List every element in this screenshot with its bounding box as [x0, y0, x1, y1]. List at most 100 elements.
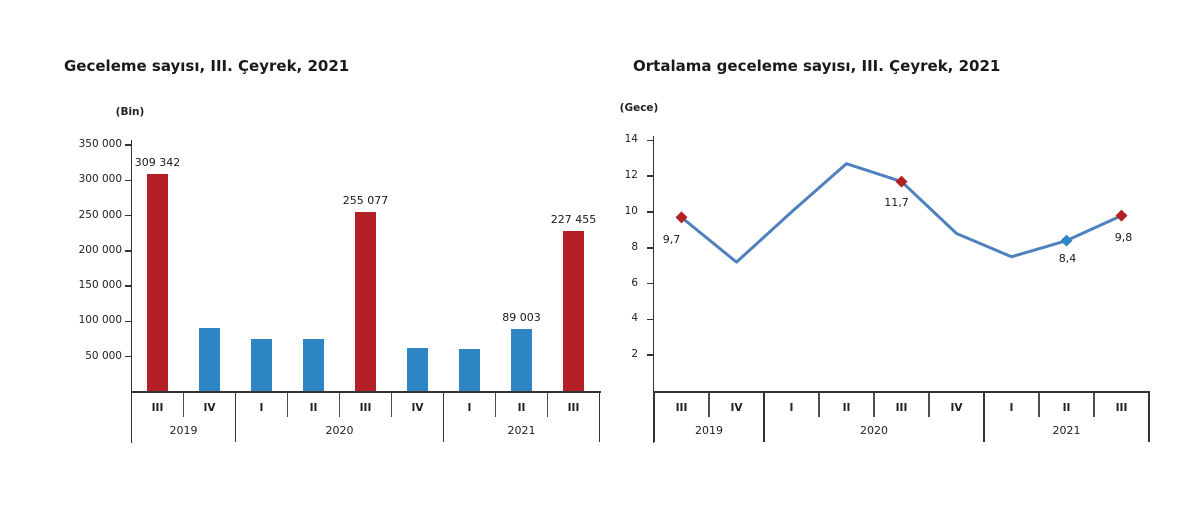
x-label-year: 2020	[860, 424, 888, 437]
bar	[251, 339, 272, 392]
bar	[355, 211, 376, 392]
bar-value-label: 227 455	[550, 213, 597, 227]
y-tick-mark	[125, 144, 131, 146]
x-label-quarter: I	[467, 402, 472, 414]
y-tick-mark	[647, 354, 653, 356]
average-nights-line	[680, 162, 1123, 264]
y-tick-mark	[647, 175, 653, 177]
y-tick-mark	[125, 179, 131, 182]
y-tick-label: 250 000	[78, 208, 122, 221]
y-tick-mark	[125, 214, 131, 217]
y-tick-mark	[125, 355, 131, 358]
quarter-divider	[1093, 393, 1095, 417]
data-point-marker	[1115, 209, 1128, 222]
x-axis-line	[653, 391, 1150, 393]
point-value-label: 9,8	[1114, 230, 1133, 244]
quarter-divider	[286, 393, 289, 417]
quarter-divider	[708, 393, 710, 417]
y-tick-label: 200 000	[78, 243, 122, 256]
point-value-label: 9,7	[662, 233, 681, 247]
year-divider	[653, 393, 655, 442]
quarter-divider	[338, 393, 341, 417]
x-label-quarter: III	[1115, 402, 1128, 414]
bar	[147, 173, 168, 392]
bar-chart-title: Geceleme sayısı, III. Çeyrek, 2021	[64, 57, 350, 76]
year-divider	[598, 393, 601, 442]
x-label-quarter: II	[309, 402, 318, 414]
x-label-quarter: I	[1009, 402, 1014, 414]
year-divider	[983, 393, 985, 442]
y-tick-label: 12	[624, 169, 638, 182]
x-label-year: 2019	[169, 424, 198, 437]
x-label-quarter: II	[842, 402, 851, 414]
y-tick-label: 150 000	[78, 279, 122, 292]
year-divider	[1148, 393, 1150, 442]
y-tick-mark	[125, 250, 131, 252]
y-tick-label: 4	[631, 312, 638, 325]
y-tick-mark	[647, 282, 653, 285]
y-tick-label: 300 000	[78, 173, 122, 186]
x-label-quarter: I	[789, 402, 794, 414]
point-value-label: 8,4	[1058, 251, 1077, 265]
y-tick-label: 2	[631, 348, 638, 361]
line-chart-unit-label: (Gece)	[619, 102, 659, 114]
y-axis-line	[130, 140, 132, 443]
y-tick-label: 100 000	[78, 314, 122, 327]
y-tick-mark	[647, 247, 653, 249]
x-label-year: 2021	[507, 424, 536, 437]
x-label-year: 2020	[325, 424, 354, 437]
y-tick-label: 50 000	[85, 349, 122, 362]
year-divider	[234, 393, 237, 442]
y-tick-label: 8	[631, 240, 638, 253]
y-tick-mark	[647, 318, 653, 321]
quarter-divider	[182, 393, 185, 417]
x-label-quarter: III	[675, 402, 688, 414]
quarter-divider	[546, 393, 549, 417]
x-label-quarter: III	[895, 402, 908, 414]
y-tick-label: 14	[624, 133, 638, 146]
year-divider	[763, 393, 765, 442]
year-divider	[442, 393, 445, 442]
quarter-divider	[818, 393, 820, 417]
quarter-divider	[1038, 393, 1040, 417]
bar-value-label: 255 077	[342, 193, 389, 207]
bar	[407, 347, 428, 392]
y-tick-label: 350 000	[78, 138, 122, 150]
y-tick-mark	[125, 320, 131, 323]
quarter-divider	[873, 393, 875, 417]
data-point-marker	[895, 175, 908, 188]
x-label-quarter: II	[1062, 402, 1071, 414]
x-axis-line	[130, 391, 601, 393]
x-label-quarter: IV	[950, 402, 963, 414]
bar	[199, 328, 220, 392]
quarter-divider	[494, 393, 497, 417]
x-label-quarter: I	[259, 402, 264, 414]
bar-chart-unit-label: (Bin)	[115, 106, 145, 118]
x-label-quarter: IV	[730, 402, 743, 414]
bar	[459, 348, 480, 392]
x-label-quarter: IV	[411, 402, 424, 414]
x-label-quarter: III	[567, 402, 580, 414]
x-label-year: 2019	[695, 424, 723, 437]
y-axis-line	[652, 136, 654, 443]
x-label-quarter: II	[517, 402, 526, 414]
quarter-divider	[928, 393, 930, 417]
line-chart-title: Ortalama geceleme sayısı, III. Çeyrek, 2…	[633, 57, 1001, 76]
point-value-label: 11,7	[884, 195, 909, 209]
year-divider	[130, 393, 133, 442]
y-tick-label: 6	[631, 276, 638, 289]
y-tick-label: 10	[624, 205, 638, 217]
x-label-quarter: III	[151, 402, 164, 414]
y-tick-mark	[125, 285, 131, 287]
data-point-marker	[1060, 234, 1073, 247]
data-point-marker	[675, 211, 688, 224]
x-label-quarter: IV	[203, 402, 216, 414]
y-tick-mark	[647, 139, 653, 142]
y-tick-mark	[647, 211, 653, 213]
bar	[303, 339, 324, 392]
x-label-year: 2021	[1052, 424, 1081, 437]
quarter-divider	[390, 393, 393, 417]
x-label-quarter: III	[359, 402, 372, 414]
bar	[511, 329, 532, 392]
